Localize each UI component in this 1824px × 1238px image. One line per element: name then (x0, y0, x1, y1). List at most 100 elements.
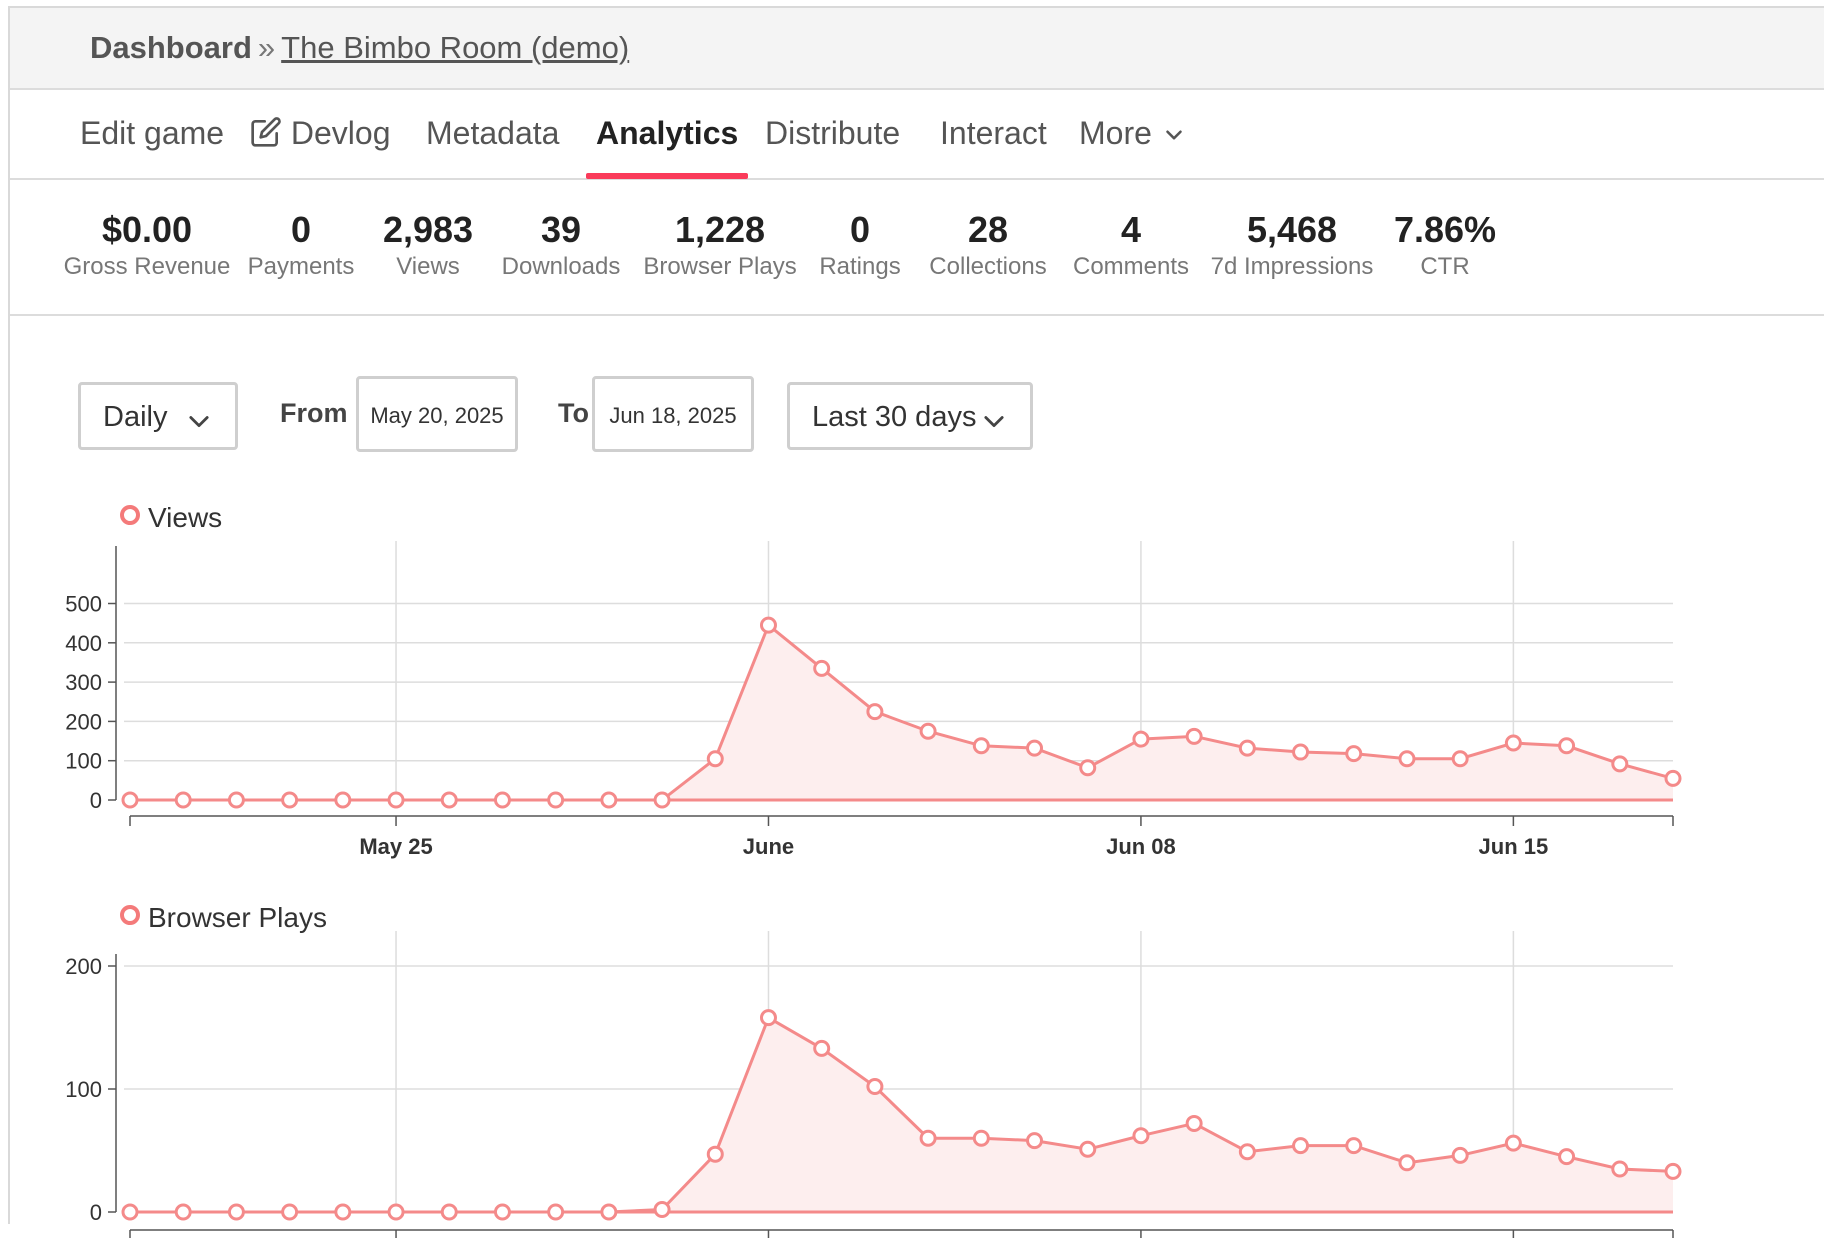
stat-collections: 28 Collections (929, 210, 1046, 284)
stat-ratings: 0 Ratings (819, 210, 900, 284)
y-tick-label: 200 (65, 709, 102, 734)
series-area (130, 1017, 1673, 1212)
to-date-input[interactable]: Jun 18, 2025 (592, 376, 754, 452)
data-point (227, 791, 245, 809)
tab-label: Edit game (80, 115, 225, 151)
chevron-down-icon (1161, 115, 1187, 151)
data-point (1026, 1132, 1044, 1150)
data-point (174, 791, 192, 809)
y-tick-label: 300 (65, 670, 102, 695)
stat-value: 2,983 (382, 209, 474, 250)
data-point (227, 1203, 245, 1221)
data-point (1504, 734, 1522, 752)
chevron-down-icon (980, 407, 1008, 443)
stat-value: 4 (1120, 209, 1142, 250)
data-point (493, 1203, 511, 1221)
data-point (281, 1203, 299, 1221)
stat-gross-revenue: $0.00 Gross Revenue (64, 210, 231, 284)
data-point (1664, 769, 1682, 787)
legend-marker-icon (120, 905, 140, 925)
tab-more[interactable]: More (1079, 115, 1187, 179)
data-point (866, 1078, 884, 1096)
stat-label: Ratings (819, 253, 901, 280)
to-label: To (558, 398, 589, 428)
data-point (600, 791, 618, 809)
from-date-input[interactable]: May 20, 2025 (356, 376, 518, 452)
legend-label: Views (148, 502, 223, 533)
x-tick-label: Jun 15 (1479, 834, 1549, 859)
tab-label: Devlog (290, 115, 391, 151)
stat-label: Browser Plays (643, 253, 797, 280)
y-tick-label: 100 (65, 1077, 102, 1102)
edit-icon (250, 115, 291, 151)
breadcrumb-root[interactable]: Dashboard (90, 30, 252, 65)
y-tick-label: 400 (65, 631, 102, 656)
data-point (813, 659, 831, 677)
tab-label: More (1079, 115, 1152, 151)
data-point (1079, 759, 1097, 777)
y-tick-label: 0 (90, 1200, 102, 1225)
tab-analytics[interactable]: Analytics (586, 115, 749, 179)
tab-distribute[interactable]: Distribute (765, 115, 900, 179)
stat-value: 7.86% (1393, 209, 1497, 250)
data-point (759, 616, 777, 634)
stat-label: Payments (247, 253, 355, 280)
tab-devlog[interactable]: Devlog (250, 115, 391, 179)
stat-label: 7d Impressions (1210, 253, 1374, 280)
y-tick-label: 200 (65, 954, 102, 979)
data-point (1451, 750, 1469, 768)
stat-value: 0 (290, 209, 312, 250)
stat-label: CTR (1420, 253, 1470, 280)
stat-value: 5,468 (1246, 209, 1338, 250)
stat-payments: 0 Payments (248, 210, 355, 284)
data-point (1132, 1127, 1150, 1145)
breadcrumb: Dashboard» The Bimbo Room (demo) (90, 30, 629, 66)
range-select[interactable]: Last 30 days (787, 382, 1033, 450)
stat-value: 28 (967, 209, 1009, 250)
data-point (121, 1203, 139, 1221)
data-point (387, 1203, 405, 1221)
data-point (759, 1009, 777, 1027)
stat-value: 1,228 (674, 209, 766, 250)
data-point (1238, 739, 1256, 757)
data-point (334, 791, 352, 809)
data-point (1664, 1162, 1682, 1180)
data-point (1026, 739, 1044, 757)
data-point (174, 1203, 192, 1221)
y-tick-label: 100 (65, 749, 102, 774)
data-point (706, 1145, 724, 1163)
interval-select[interactable]: Daily (78, 382, 238, 450)
from-label: From (280, 398, 348, 428)
data-point (653, 791, 671, 809)
data-point (1558, 1148, 1576, 1166)
stat-label: Views (396, 253, 460, 280)
tab-interact[interactable]: Interact (940, 115, 1047, 179)
data-point (1292, 743, 1310, 761)
tab-bar: Edit game Devlog Metadata Analytics Dist… (10, 90, 1824, 180)
breadcrumb-current-link[interactable]: The Bimbo Room (demo) (281, 30, 630, 65)
x-tick-label: June (743, 834, 794, 859)
x-tick-label: Jun 08 (1106, 834, 1176, 859)
legend-label: Browser Plays (148, 902, 327, 933)
analytics-controls: Daily From May 20, 2025 To Jun 18, 2025 … (10, 374, 1824, 454)
stat-value: $0.00 (101, 209, 193, 250)
tab-label: Interact (940, 115, 1047, 151)
stat-label: Collections (929, 253, 1047, 280)
stat-comments: 4 Comments (1073, 210, 1189, 284)
data-point (1611, 755, 1629, 773)
series-area (130, 625, 1673, 800)
data-point (1398, 1154, 1416, 1172)
tab-metadata[interactable]: Metadata (426, 115, 559, 179)
stat-downloads: 39 Downloads (502, 210, 621, 284)
data-point (1451, 1146, 1469, 1164)
x-tick-label: May 25 (359, 834, 432, 859)
data-point (972, 1129, 990, 1147)
data-point (1398, 750, 1416, 768)
series-line (130, 622, 1674, 802)
tab-edit-game[interactable]: Edit game (80, 115, 224, 179)
data-point (706, 750, 724, 768)
chevron-down-icon (185, 407, 213, 443)
stat-label: Gross Revenue (63, 253, 231, 280)
stat-ctr: 7.86% CTR (1394, 210, 1496, 284)
